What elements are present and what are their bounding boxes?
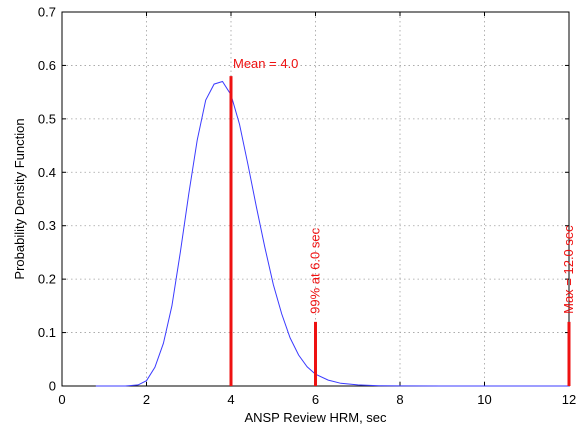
y-tick-label: 0.2 [38,272,56,287]
x-tick-label: 6 [312,392,319,407]
y-tick-label: 0.1 [38,325,56,340]
y-axis-label: Probability Density Function [12,118,27,279]
y-tick-label: 0.6 [38,58,56,73]
y-tick-label: 0.4 [38,165,56,180]
x-tick-label: 8 [396,392,403,407]
x-tick-label: 4 [227,392,234,407]
x-tick-label: 0 [58,392,65,407]
x-axis-label: ANSP Review HRM, sec [244,410,387,425]
x-tick-label: 2 [143,392,150,407]
y-tick-label: 0.5 [38,111,56,126]
y-tick-label: 0 [49,379,56,394]
annotation-markers: Mean = 4.0 99% at 6.0 sec Max = 12.0 sec [229,56,576,386]
axis-ticks: 0 2 4 6 8 10 12 0 0.1 0.2 0.3 0.4 0.5 0.6 0.7 [38,5,576,408]
y-tick-label: 0.3 [38,218,56,233]
marker-label: Max = 12.0 sec [561,225,576,314]
x-tick-label: 10 [477,392,491,407]
x-tick-label: 12 [562,392,576,407]
marker-label: 99% at 6.0 sec [308,227,323,313]
y-tick-label: 0.7 [38,5,56,20]
marker-label: Mean = 4.0 [233,56,298,71]
pdf-curve [95,80,569,387]
